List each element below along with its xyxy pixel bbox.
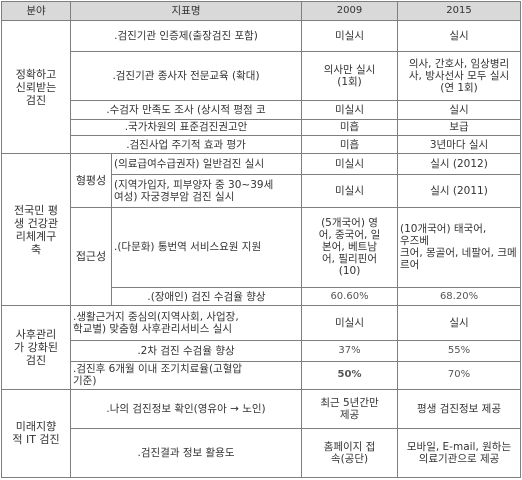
value-2009-cell: 홈페이지 접 속(공단)	[301, 427, 399, 479]
value-2009-cell: 60.60%	[301, 286, 399, 307]
value-2015-cell: 55%	[397, 340, 522, 362]
area-cell: 정확하고 신뢰받는 검진	[1, 19, 71, 155]
table-row: .(장애인) 검진 수검율 향상 60.60% 68.20%	[2, 286, 522, 307]
value-2009-cell: 최근 5년간만 제공	[301, 388, 399, 429]
value-2009-cell: 미흡	[301, 118, 399, 136]
value-2009-cell: 미실시	[301, 153, 399, 175]
value-2015-cell: 3년마다 실시	[397, 134, 522, 155]
value-2015-cell: 실시	[397, 20, 522, 52]
value-2009-cell: 미실시	[301, 174, 399, 208]
indicator-cell: .검진사업 주기적 효과 평가	[69, 134, 303, 155]
table-row: .검진기관 종사자 전문교육 (확대) 의사만 실시 (1회) 의사, 간호사, …	[2, 50, 522, 102]
value-2009-cell: 미흡	[301, 134, 399, 155]
subarea-cell: 형평성	[70, 153, 112, 208]
table-row: .수검자 만족도 조사 (상시적 평점 코 미실시 실시	[2, 100, 522, 120]
value-2015-cell: (10개국어) 태국어, 우즈베 크어, 몽골어, 네팔어, 크메 르어	[397, 206, 522, 288]
header-2015: 2015	[397, 1, 522, 21]
value-2015-cell: 실시 (2012)	[397, 153, 522, 175]
indicator-cell: .검진기관 인증제(출장검진 포함)	[69, 20, 303, 52]
value-2015-cell: 평생 검진정보 제공	[397, 388, 522, 429]
header-2009: 2009	[301, 1, 399, 21]
value-2015-cell: 모바일, E-mail, 원하는 의료기관으로 제공	[397, 427, 522, 479]
table-row: (지역가입자, 피부양자 중 30~39세 여성) 자궁경부암 검진 실시 미실시…	[2, 174, 522, 208]
value-2009-cell: 미실시	[301, 20, 399, 52]
value-2009-cell: 미실시	[301, 100, 399, 120]
table-row: .검진후 6개월 이내 조기치료율(고혈압 기준) 50% 70%	[2, 360, 522, 390]
indicator-cell: .검진결과 정보 활용도	[69, 427, 303, 479]
header-indicator: 지표명	[69, 1, 303, 21]
header-row: 분야 지표명 2009 2015	[1, 1, 522, 21]
indicator-cell: .검진후 6개월 이내 조기치료율(고혈압 기준)	[69, 360, 303, 390]
indicator-cell: (의료급여수급권자) 일반검진 실시	[110, 153, 303, 175]
header-area: 분야	[1, 1, 71, 21]
value-2015-cell: 보급	[397, 118, 522, 136]
table-row: .2차 검진 수검율 향상 37% 55%	[2, 340, 522, 362]
table-row: .검진사업 주기적 효과 평가 미흡 3년마다 실시	[2, 134, 522, 155]
indicator-cell: .(장애인) 검진 수검율 향상	[110, 286, 303, 307]
value-2009-cell: 미실시	[301, 305, 399, 342]
value-2015-cell: 실시	[397, 305, 522, 342]
indicator-cell: .나의 검진정보 확인(영유아 → 노인)	[69, 388, 303, 429]
value-2009-cell: 50%	[301, 360, 399, 390]
value-2015-cell: 실시	[397, 100, 522, 120]
area-cell: 미래지향 적 IT 검진	[1, 388, 71, 479]
table-row: 정확하고 신뢰받는 검진 .검진기관 인증제(출장검진 포함) 미실시 실시	[1, 19, 522, 155]
value-2009-cell: 의사만 실시 (1회)	[301, 50, 399, 102]
value-2009-cell: 37%	[301, 340, 399, 362]
indicator-cell: .국가차원의 표준검진권고안	[69, 118, 303, 136]
subarea-cell: 접근성	[70, 206, 112, 307]
value-2009-cell: (5개국어) 영 어, 중국어, 일 본어, 베트남 어, 필리핀어 (10)	[301, 206, 399, 288]
indicator-cell: .생활근거지 중심의(지역사회, 사업장, 학교별) 맞춤형 사후관리서비스 실시	[69, 305, 303, 342]
value-2015-cell: 의사, 간호사, 임상병리 사, 방사선사 모두 실시 (연 1회)	[397, 50, 522, 102]
value-2015-cell: 실시 (2011)	[397, 174, 522, 208]
value-2015-cell: 68.20%	[397, 286, 522, 307]
indicator-cell: (지역가입자, 피부양자 중 30~39세 여성) 자궁경부암 검진 실시	[110, 174, 303, 208]
indicator-cell: .(다문화) 통번역 서비스요원 지원	[110, 206, 303, 288]
table-row: 사후관리 가 강화된 검진 .생활근거지 중심의(지역사회, 사업장, 학교별) 맞춤…	[1, 305, 522, 390]
table-row: 미래지향 적 IT 검진 .나의 검진정보 확인(영유아 → 노인) 최근 5년간…	[1, 388, 522, 479]
indicator-cell: .검진기관 종사자 전문교육 (확대)	[69, 50, 303, 102]
table-row: 접근성 .(다문화) 통번역 서비스요원 지원 (5개국어) 영 어, 중국어, …	[2, 206, 522, 307]
value-2015-cell: 70%	[397, 360, 522, 390]
table-row: .국가차원의 표준검진권고안 미흡 보급	[2, 118, 522, 136]
indicator-cell: .수검자 만족도 조사 (상시적 평점 코	[69, 100, 303, 120]
indicator-cell: .2차 검진 수검율 향상	[69, 340, 303, 362]
area-cell: 사후관리 가 강화된 검진	[1, 305, 71, 390]
table-row: .검진결과 정보 활용도 홈페이지 접 속(공단) 모바일, E-mail, 원하…	[2, 427, 522, 479]
